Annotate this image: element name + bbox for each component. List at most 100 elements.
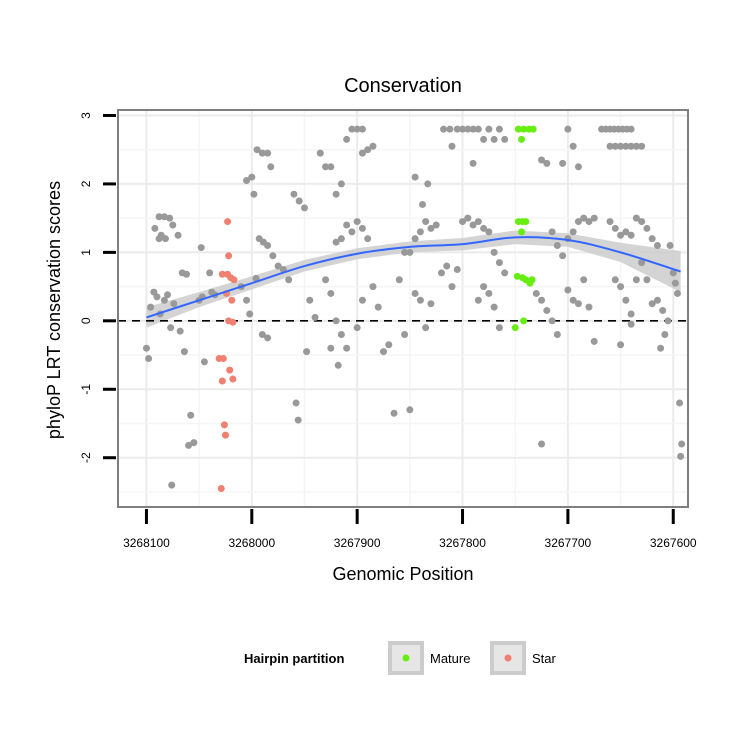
data-point bbox=[569, 296, 577, 304]
data-point bbox=[155, 213, 163, 221]
data-point bbox=[677, 452, 685, 460]
data-point bbox=[380, 348, 388, 356]
data-point bbox=[666, 242, 674, 250]
x-axis-title: Genomic Position bbox=[332, 564, 473, 584]
data-point bbox=[406, 406, 414, 414]
data-point bbox=[480, 224, 488, 232]
data-point bbox=[306, 296, 314, 304]
data-point bbox=[617, 341, 625, 349]
data-point bbox=[332, 317, 340, 325]
data-point bbox=[258, 149, 266, 157]
legend-label-star: Star bbox=[532, 651, 557, 666]
data-point bbox=[200, 358, 208, 366]
data-point bbox=[422, 218, 430, 226]
data-point bbox=[464, 214, 472, 222]
data-point bbox=[485, 125, 493, 133]
data-point bbox=[627, 231, 635, 239]
data-point bbox=[574, 218, 582, 226]
data-point bbox=[548, 317, 556, 325]
data-point bbox=[611, 142, 619, 150]
data-point bbox=[190, 439, 198, 447]
data-point bbox=[453, 125, 461, 133]
data-point bbox=[632, 142, 640, 150]
data-point bbox=[559, 159, 567, 167]
data-point bbox=[590, 214, 598, 222]
data-point-star bbox=[221, 431, 229, 439]
data-point bbox=[469, 159, 477, 167]
data-point bbox=[448, 142, 456, 150]
data-point bbox=[432, 221, 440, 229]
data-point bbox=[538, 156, 546, 164]
data-point bbox=[627, 310, 635, 318]
data-point bbox=[180, 348, 188, 356]
data-point bbox=[269, 252, 277, 260]
data-point bbox=[343, 344, 351, 352]
data-point bbox=[585, 303, 593, 311]
data-point bbox=[243, 296, 251, 304]
x-tick-label: 3268000 bbox=[228, 536, 275, 550]
data-point bbox=[480, 283, 488, 291]
data-point bbox=[337, 235, 345, 243]
y-tick-label: -2 bbox=[79, 452, 93, 463]
data-point bbox=[657, 344, 665, 352]
data-point bbox=[606, 142, 614, 150]
smooth-trend-line bbox=[146, 236, 681, 319]
data-point bbox=[485, 228, 493, 236]
data-point-mature bbox=[514, 125, 522, 133]
data-point bbox=[322, 163, 330, 171]
data-point bbox=[427, 224, 435, 232]
data-point bbox=[469, 221, 477, 229]
data-point-star bbox=[215, 354, 223, 362]
data-point bbox=[543, 159, 551, 167]
data-point bbox=[469, 125, 477, 133]
data-point bbox=[364, 146, 372, 154]
data-point bbox=[174, 231, 182, 239]
y-tick-label: 1 bbox=[79, 249, 93, 256]
data-point bbox=[632, 214, 640, 222]
data-point bbox=[334, 361, 342, 369]
data-point bbox=[622, 228, 630, 236]
data-point bbox=[585, 218, 593, 226]
data-point bbox=[385, 341, 393, 349]
y-tick-label: 2 bbox=[79, 180, 93, 187]
data-point bbox=[252, 274, 260, 282]
data-point bbox=[411, 289, 419, 297]
data-point bbox=[659, 307, 667, 315]
x-tick-label: 3267600 bbox=[650, 536, 697, 550]
data-point bbox=[411, 173, 419, 181]
legend-marker-star bbox=[504, 654, 512, 662]
data-point bbox=[303, 348, 311, 356]
data-point bbox=[327, 289, 335, 297]
data-point bbox=[258, 331, 266, 339]
data-point bbox=[185, 441, 193, 449]
data-point bbox=[538, 296, 546, 304]
data-point bbox=[168, 481, 176, 489]
data-point-star bbox=[228, 296, 236, 304]
data-point bbox=[448, 283, 456, 291]
data-point bbox=[160, 213, 168, 221]
data-point-star bbox=[230, 276, 238, 284]
data-point bbox=[164, 291, 172, 299]
data-point bbox=[332, 238, 340, 246]
data-point bbox=[664, 317, 672, 325]
data-point bbox=[332, 190, 340, 198]
data-point bbox=[311, 313, 319, 321]
data-point bbox=[401, 331, 409, 339]
data-point bbox=[353, 125, 361, 133]
data-point-star bbox=[218, 270, 226, 278]
data-point bbox=[490, 303, 498, 311]
data-point bbox=[253, 146, 261, 154]
data-point bbox=[553, 242, 561, 250]
data-point bbox=[208, 288, 216, 296]
data-point bbox=[653, 296, 661, 304]
data-point bbox=[170, 300, 178, 308]
data-point bbox=[153, 293, 161, 301]
x-tick-label: 3267700 bbox=[545, 536, 592, 550]
data-point bbox=[653, 242, 661, 250]
data-point bbox=[358, 224, 366, 232]
data-point bbox=[617, 283, 625, 291]
data-point bbox=[322, 276, 330, 284]
data-point bbox=[673, 289, 681, 297]
data-point bbox=[206, 269, 214, 277]
